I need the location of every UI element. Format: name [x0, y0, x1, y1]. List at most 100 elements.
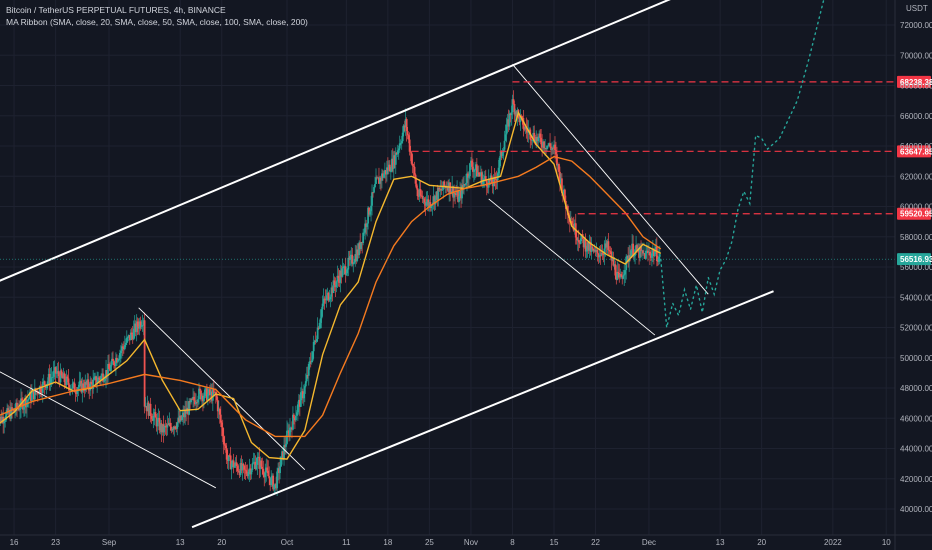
candle-body	[109, 368, 111, 371]
candle	[108, 354, 110, 370]
resistance-levels[interactable]: 68238.38 63647.85 59520.95	[411, 75, 932, 220]
candle	[511, 94, 514, 120]
candle-body	[485, 180, 488, 187]
candle	[90, 377, 93, 385]
candle	[582, 238, 585, 257]
candle-body	[47, 373, 50, 382]
candle-body	[58, 376, 61, 383]
candle-body	[557, 164, 559, 166]
candle-body	[578, 242, 581, 244]
candle	[180, 414, 183, 422]
candle	[341, 258, 344, 278]
candle	[179, 410, 182, 425]
candle-body	[288, 430, 290, 436]
candle-body	[543, 141, 546, 149]
trend-channels[interactable]	[0, 0, 774, 529]
candle-body	[475, 164, 478, 177]
candle	[353, 259, 356, 265]
candle	[247, 469, 250, 480]
candle	[329, 294, 332, 308]
candle	[623, 264, 626, 286]
candle-body	[533, 132, 536, 141]
candle	[576, 237, 579, 251]
candle-body	[588, 242, 591, 251]
candle-body	[342, 266, 345, 269]
candle	[544, 139, 546, 156]
candle-body	[509, 113, 512, 116]
candle	[232, 453, 235, 474]
candle-body	[530, 139, 533, 141]
candle-body	[313, 340, 316, 342]
candle	[153, 408, 156, 426]
candle-body	[579, 238, 582, 244]
candle	[257, 452, 260, 459]
time-tick-label: 16	[10, 538, 19, 547]
candle	[617, 263, 620, 280]
candle	[168, 412, 171, 426]
candle-body	[312, 341, 315, 352]
candle-body	[118, 353, 121, 359]
candle	[60, 368, 63, 378]
candle-body	[234, 462, 237, 466]
candle-body	[551, 147, 553, 151]
candle-body	[387, 164, 390, 171]
candle	[323, 296, 326, 310]
candle-body	[343, 266, 346, 267]
candle	[373, 185, 375, 194]
candle	[253, 453, 256, 470]
candle	[331, 285, 334, 302]
candle-body	[54, 367, 57, 374]
candle	[423, 196, 426, 212]
candle-body	[10, 407, 12, 419]
candle-body	[599, 255, 602, 257]
candle	[395, 151, 398, 155]
candle	[490, 166, 493, 184]
candle-body	[89, 381, 92, 391]
candle-body	[1, 416, 4, 422]
candle-body	[55, 372, 58, 374]
candle	[164, 419, 167, 435]
candle	[393, 150, 396, 169]
candle-body	[38, 386, 41, 394]
candle-body	[447, 186, 450, 192]
candle-body	[88, 387, 91, 391]
candle	[476, 165, 479, 177]
price-tick-label: 60000.00	[900, 203, 932, 212]
candle	[55, 366, 58, 378]
candle-body	[341, 268, 344, 277]
candle-body	[79, 380, 82, 382]
projection-path[interactable]	[660, 0, 827, 328]
candle	[468, 171, 470, 187]
candle-body	[135, 321, 138, 333]
candle-body	[642, 250, 644, 254]
candle	[295, 410, 298, 416]
candle-body	[403, 125, 406, 128]
candle	[106, 370, 108, 385]
candle-body	[613, 264, 616, 266]
candle	[189, 398, 191, 410]
candle-body	[602, 254, 605, 256]
candle-body	[151, 418, 154, 421]
candle	[235, 455, 238, 472]
candle	[411, 154, 414, 174]
candle	[71, 379, 74, 395]
candle-body	[230, 463, 233, 470]
candle-body	[30, 393, 33, 402]
price-axis[interactable]: USDT 40000.00 42000.00 44000.00 46000.00 4800…	[0, 4, 932, 514]
candle-body	[223, 444, 226, 446]
candle	[595, 242, 598, 257]
candle	[610, 247, 613, 271]
candle	[15, 399, 17, 416]
candle-body	[655, 246, 658, 262]
candle	[310, 351, 313, 365]
candle-body	[417, 196, 420, 197]
candle	[328, 289, 331, 302]
candle	[166, 415, 169, 436]
candle	[541, 134, 544, 157]
candle-body	[391, 158, 394, 169]
candle-body	[458, 196, 460, 202]
candle	[372, 192, 374, 198]
candle	[313, 339, 316, 345]
